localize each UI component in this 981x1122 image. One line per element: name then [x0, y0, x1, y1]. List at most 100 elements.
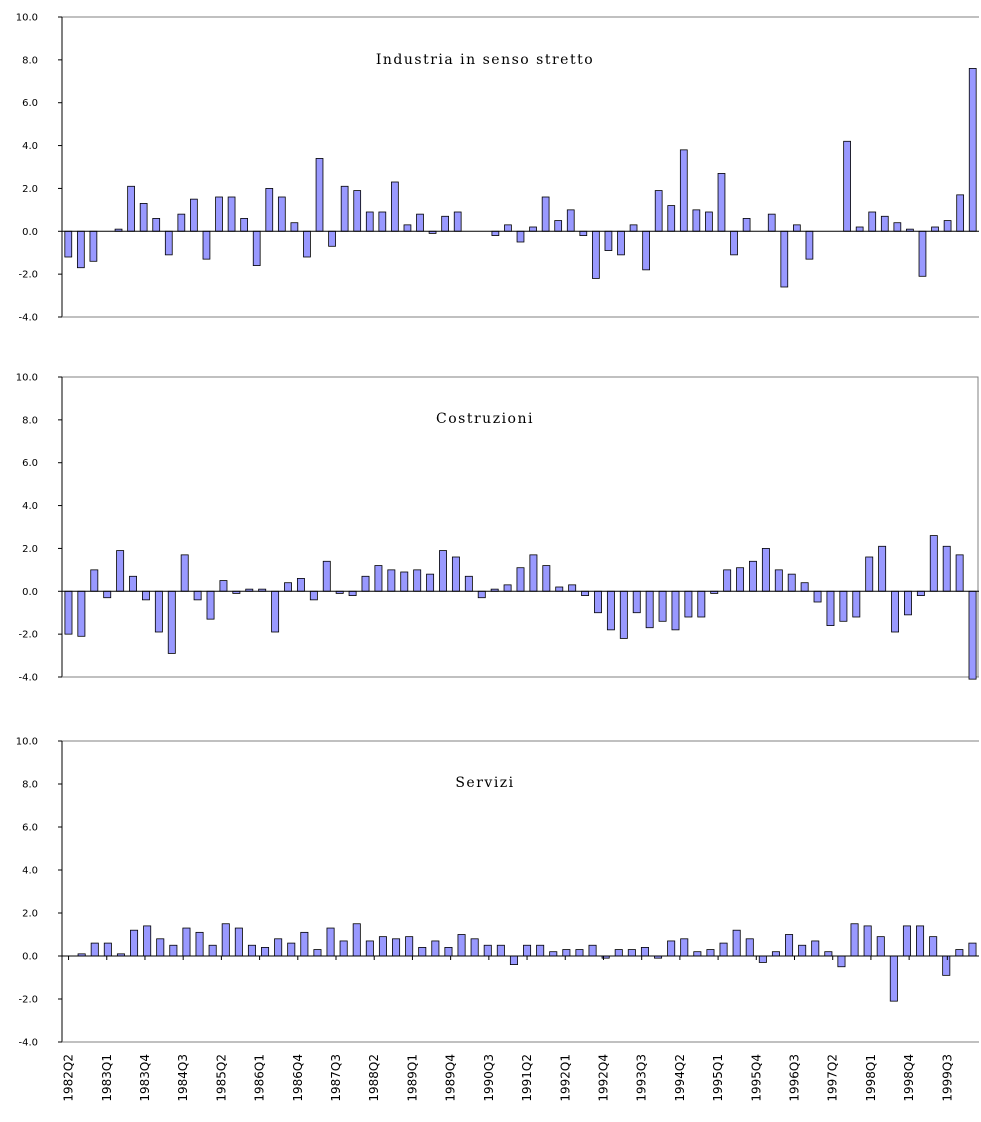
- chart-title: Servizi: [455, 775, 514, 791]
- bar: [968, 590, 977, 680]
- bar: [208, 944, 217, 957]
- bar: [219, 580, 228, 592]
- bar: [405, 936, 414, 957]
- bar: [348, 590, 357, 596]
- x-tick-label: 1990Q3: [482, 1054, 496, 1102]
- bar: [916, 925, 925, 957]
- y-tick-label: 6.0: [22, 98, 38, 109]
- y-tick-label: -2.0: [18, 630, 38, 641]
- bar: [441, 215, 449, 232]
- bar: [296, 578, 305, 592]
- bar: [868, 211, 877, 232]
- bar: [77, 590, 86, 637]
- bar: [529, 226, 537, 232]
- y-tick-label: 10.0: [16, 13, 38, 24]
- bar: [313, 949, 322, 957]
- y-tick-label: 0.0: [22, 587, 38, 598]
- x-tick-label: 1992Q1: [558, 1054, 572, 1102]
- bar: [387, 569, 396, 592]
- bar: [758, 955, 767, 963]
- x-tick-label: 1983Q4: [138, 1054, 152, 1102]
- chart-title: Costruzioni: [436, 411, 534, 427]
- bar: [240, 218, 248, 232]
- bar: [891, 590, 900, 633]
- chart-panel-industria: 10.0 8.0 6.0 4.0 2.0 0.0 -2.0 -4.0 Industria in …: [16, 13, 979, 324]
- bar: [322, 560, 331, 592]
- y-tick-label: 8.0: [22, 415, 38, 426]
- bar: [679, 149, 688, 232]
- bar: [457, 934, 466, 957]
- bar: [826, 590, 835, 626]
- bar: [904, 590, 912, 616]
- bar: [805, 230, 814, 260]
- bar: [566, 209, 575, 232]
- y-tick-label: -4.0: [18, 673, 38, 684]
- x-tick-label: 1992Q4: [596, 1054, 610, 1102]
- x-tick-label: 1996Q3: [788, 1054, 802, 1102]
- x-tick-label: 1986Q1: [253, 1054, 267, 1102]
- bar: [190, 198, 198, 232]
- bar: [916, 590, 925, 596]
- y-tick-label: 0.0: [22, 952, 38, 963]
- bar: [627, 949, 636, 957]
- bar: [195, 931, 204, 957]
- y-tick-label: 8.0: [22, 55, 38, 66]
- bar: [464, 575, 473, 592]
- bar: [642, 230, 650, 271]
- bar: [706, 949, 715, 957]
- y-tick-label: -2.0: [18, 995, 38, 1006]
- bar: [76, 230, 85, 269]
- bar: [785, 934, 794, 957]
- bar: [426, 573, 435, 592]
- bar: [837, 955, 846, 968]
- bar: [843, 140, 851, 232]
- bar: [742, 218, 751, 232]
- bar: [667, 940, 676, 957]
- bar: [182, 927, 191, 957]
- bar: [365, 940, 374, 957]
- x-tick-label: 1984Q3: [176, 1054, 190, 1102]
- bar: [139, 203, 148, 232]
- bar: [483, 944, 492, 957]
- bar: [800, 582, 809, 592]
- bar: [451, 556, 460, 592]
- bar: [290, 222, 299, 232]
- bar: [470, 938, 479, 957]
- bar: [169, 944, 178, 957]
- bar: [391, 181, 399, 232]
- bar: [89, 230, 98, 262]
- x-tick-label: 1982Q2: [62, 1054, 76, 1102]
- x-tick-label: 1995Q1: [711, 1054, 725, 1102]
- bar: [579, 230, 588, 236]
- x-tick-label: 1986Q4: [291, 1054, 305, 1102]
- bar: [955, 949, 964, 957]
- bar: [413, 569, 422, 592]
- bar: [303, 230, 311, 258]
- bar: [798, 944, 807, 957]
- bar: [581, 590, 590, 596]
- bar: [523, 944, 532, 957]
- bar: [865, 556, 874, 592]
- bar: [141, 590, 150, 601]
- bar: [129, 575, 137, 592]
- bar: [265, 188, 274, 232]
- bar: [929, 535, 938, 592]
- bar: [352, 923, 361, 957]
- bar: [813, 590, 822, 603]
- bar: [575, 949, 584, 957]
- y-tick-label: 10.0: [16, 737, 38, 748]
- bar: [876, 936, 885, 957]
- y-tick-label: 2.0: [22, 184, 38, 195]
- bar: [723, 569, 732, 592]
- bar: [444, 947, 453, 957]
- x-tick-label: 1993Q3: [635, 1054, 649, 1102]
- x-tick-label: 1989Q4: [444, 1054, 458, 1102]
- bar: [943, 220, 952, 232]
- bar: [774, 569, 783, 592]
- bar: [568, 584, 577, 592]
- bar: [284, 582, 292, 592]
- bar: [606, 590, 615, 631]
- bar: [252, 230, 261, 266]
- bar: [730, 230, 738, 256]
- bar: [880, 215, 889, 232]
